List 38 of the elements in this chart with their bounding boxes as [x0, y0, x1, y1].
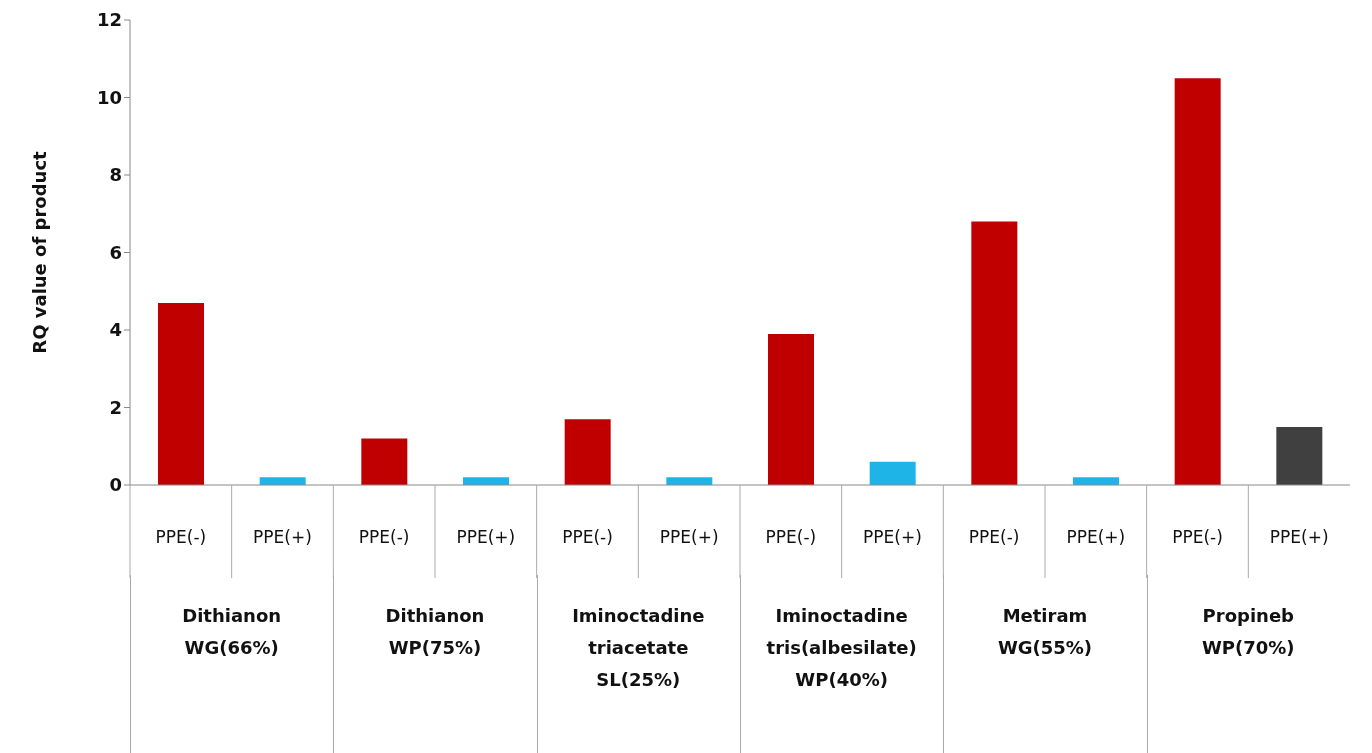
x-tick-label: PPE(-): [968, 527, 1020, 547]
y-tick-label: 4: [109, 319, 122, 341]
y-tick-label: 10: [96, 86, 122, 108]
bar: [259, 477, 306, 485]
y-tick-label: 2: [109, 396, 122, 418]
y-tick-label: 0: [109, 474, 122, 496]
bar: [971, 221, 1018, 485]
x-tick-label: PPE(+): [1269, 527, 1329, 547]
bar: [1073, 477, 1119, 485]
x-tick-label: PPE(+): [456, 527, 516, 547]
x-tick-label: PPE(+): [659, 527, 719, 547]
x-tick-label: PPE(-): [562, 527, 613, 547]
bar: [564, 419, 611, 485]
bar: [666, 477, 713, 485]
y-tick-label: 12: [96, 9, 122, 31]
bar: [768, 333, 814, 485]
bar: [869, 461, 916, 485]
text: Metiram WG(55%): [996, 604, 1094, 660]
y-tick-label: 6: [109, 241, 122, 263]
text: Iminoctadine tris(albesilate) WP(40%): [765, 604, 918, 692]
y-tick-label: 8: [109, 164, 122, 186]
x-tick-label: PPE(-): [765, 527, 817, 547]
bar: [463, 477, 509, 485]
x-tick-label: PPE(-): [358, 527, 410, 547]
bar: [1174, 78, 1221, 485]
bar: [361, 438, 408, 485]
text: Dithianon WG(66%): [181, 604, 283, 660]
x-tick-label: PPE(-): [155, 527, 207, 547]
y-axis-title: RQ value of product: [29, 150, 51, 354]
x-tick-label: PPE(-): [1172, 527, 1223, 547]
bar: [158, 302, 204, 485]
text: Iminoctadine triacetate SL(25%): [571, 604, 706, 692]
x-tick-label: PPE(+): [1066, 527, 1126, 547]
x-tick-label: PPE(+): [253, 527, 312, 547]
text: Propineb WP(70%): [1201, 604, 1296, 660]
bar: [1276, 426, 1323, 485]
text: Dithianon WP(75%): [384, 604, 486, 660]
x-tick-label: PPE(+): [863, 527, 922, 547]
